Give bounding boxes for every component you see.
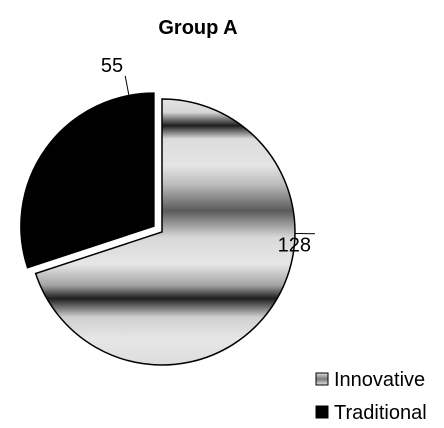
legend: Innovative Traditional xyxy=(316,369,427,423)
legend-swatch-innovative xyxy=(316,373,328,385)
legend-entry-innovative: Innovative xyxy=(316,369,425,391)
chart-title: Group A xyxy=(158,17,237,39)
legend-label-innovative: Innovative xyxy=(334,369,425,391)
data-label-innovative: 128 xyxy=(278,235,311,257)
leader-line-traditional xyxy=(125,76,129,96)
legend-label-traditional: Traditional xyxy=(334,402,427,423)
legend-entry-traditional: Traditional xyxy=(316,402,427,423)
legend-swatch-traditional xyxy=(316,406,328,418)
data-label-traditional: 55 xyxy=(101,55,123,77)
pie-slices xyxy=(21,93,295,365)
